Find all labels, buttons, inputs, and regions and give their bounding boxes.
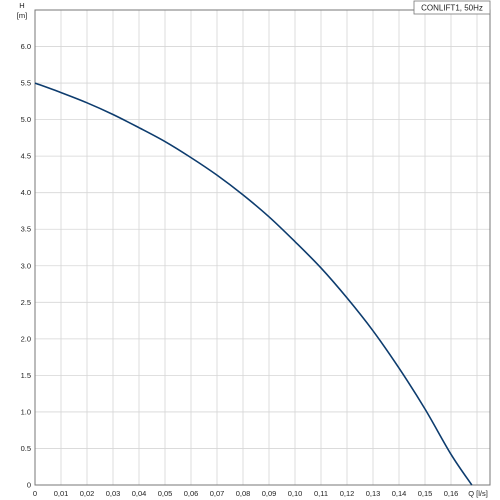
x-tick-label: 0 <box>33 489 37 498</box>
x-tick-label: 0,14 <box>392 489 407 498</box>
y-tick-label: 6.0 <box>21 42 31 51</box>
y-tick-label: 5.0 <box>21 115 31 124</box>
x-axis-label: Q [l/s] <box>468 489 488 498</box>
y-tick-label: 1.5 <box>21 371 31 380</box>
y-tick-label: 0.5 <box>21 444 31 453</box>
x-tick-label: 0,09 <box>262 489 277 498</box>
x-tick-label: 0,03 <box>106 489 121 498</box>
y-tick-label: 0 <box>27 481 31 490</box>
series-line <box>34 82 473 486</box>
x-tick-label: 0,15 <box>418 489 433 498</box>
x-tick-label: 0,08 <box>236 489 251 498</box>
y-tick-labels: 0 0.5 1.0 1.5 2.0 2.5 3.0 3.5 4.0 4.5 5.0 5.5 6.0 <box>21 42 31 489</box>
legend: CONLIFT1, 50Hz <box>413 0 491 15</box>
y-axis-unit: [m] <box>17 11 27 20</box>
x-tick-label: 0,11 <box>314 489 328 498</box>
y-tick-label: 1.0 <box>21 407 31 416</box>
legend-box <box>413 0 491 15</box>
y-tick-label: 4.0 <box>21 188 31 197</box>
x-tick-label: 0,06 <box>184 489 199 498</box>
y-tick-label: 3.0 <box>21 261 31 270</box>
y-tick-label: 4.5 <box>21 152 31 161</box>
grid <box>35 9 490 485</box>
x-tick-label: 0,01 <box>54 489 69 498</box>
x-tick-label: 0,05 <box>158 489 173 498</box>
x-tick-label: 0,07 <box>210 489 225 498</box>
x-tick-label: 0,13 <box>366 489 381 498</box>
y-axis-name: H <box>19 1 24 10</box>
legend-label: CONLIFT1, 50Hz <box>421 4 483 13</box>
y-tick-label: 2.0 <box>21 334 31 343</box>
y-tick-label: 3.5 <box>21 225 31 234</box>
x-tick-labels: 0 0,01 0,02 0,03 0,04 0,05 0,06 0,07 0,08 0,09 0,1… <box>33 489 458 498</box>
plot-frame <box>34 9 491 486</box>
x-tick-label: 0,10 <box>288 489 303 498</box>
y-tick-label: 2.5 <box>21 298 31 307</box>
x-tick-label: 0,04 <box>132 489 147 498</box>
x-tick-label: 0,02 <box>80 489 95 498</box>
x-tick-label: 0,16 <box>444 489 459 498</box>
x-tick-label: 0,12 <box>340 489 355 498</box>
y-tick-label: 5.5 <box>21 79 31 88</box>
